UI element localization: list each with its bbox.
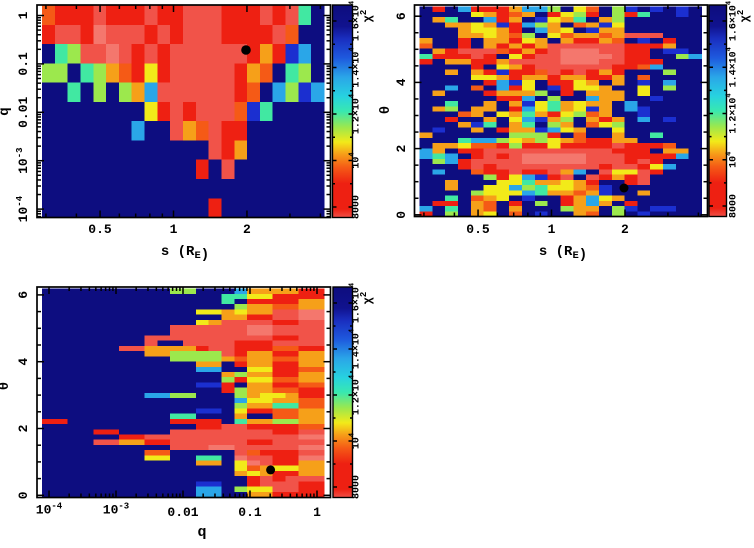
svg-text:1.6×104: 1.6×104 (726, 1, 740, 41)
svg-text:1.4×104: 1.4×104 (349, 329, 363, 369)
svg-text:1.6×104: 1.6×104 (349, 283, 363, 323)
svg-text:2: 2 (621, 222, 629, 237)
svg-text:4: 4 (394, 78, 409, 86)
svg-text:0.01: 0.01 (16, 97, 31, 128)
svg-text:0.5: 0.5 (88, 222, 112, 237)
svg-text:θ: θ (378, 106, 394, 114)
svg-text:1.4×104: 1.4×104 (726, 47, 740, 87)
svg-text:1.2×104: 1.2×104 (349, 94, 363, 134)
svg-text:2: 2 (243, 222, 251, 237)
svg-text:1.4×104: 1.4×104 (349, 47, 363, 87)
svg-text:0.1: 0.1 (16, 52, 31, 76)
svg-text:q: q (197, 524, 206, 541)
svg-text:4: 4 (16, 358, 31, 366)
svg-text:q: q (0, 107, 13, 115)
svg-text:1: 1 (313, 505, 321, 520)
svg-text:1: 1 (16, 11, 31, 19)
svg-text:6: 6 (16, 291, 31, 299)
svg-text:8000: 8000 (352, 475, 363, 499)
svg-text:2: 2 (16, 424, 31, 432)
svg-text:0: 0 (16, 491, 31, 499)
svg-text:0.01: 0.01 (167, 505, 198, 520)
svg-text:1.2×104: 1.2×104 (726, 93, 740, 133)
svg-text:θ: θ (0, 382, 13, 390)
svg-text:0.5: 0.5 (466, 222, 490, 237)
svg-text:0: 0 (394, 211, 409, 219)
svg-text:8000: 8000 (729, 194, 740, 218)
svg-text:1.6×104: 1.6×104 (349, 1, 363, 41)
svg-text:6: 6 (394, 12, 409, 20)
svg-text:1: 1 (548, 222, 556, 237)
svg-text:0.1: 0.1 (238, 505, 262, 520)
svg-text:8000: 8000 (352, 195, 363, 219)
svg-text:1.2×104: 1.2×104 (349, 375, 363, 415)
svg-text:2: 2 (394, 145, 409, 153)
svg-text:1: 1 (170, 222, 178, 237)
